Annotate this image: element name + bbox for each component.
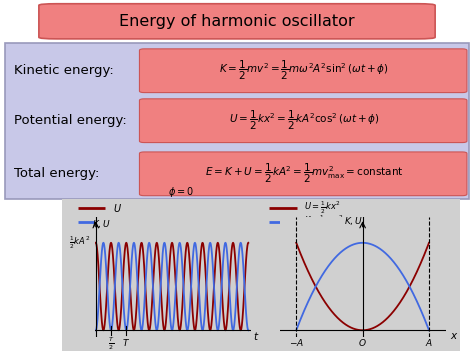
Text: $A$: $A$ — [425, 337, 433, 348]
Text: $\frac{1}{2}kA^2$: $\frac{1}{2}kA^2$ — [69, 235, 91, 251]
Text: Energy of harmonic oscillator: Energy of harmonic oscillator — [119, 14, 355, 29]
Text: $U=\frac{1}{2}kx^2$: $U=\frac{1}{2}kx^2$ — [304, 200, 341, 216]
Text: $K = \dfrac{1}{2}mv^2 = \dfrac{1}{2}m\omega^2 A^2 \sin^2(\omega t + \phi)$: $K = \dfrac{1}{2}mv^2 = \dfrac{1}{2}m\om… — [219, 59, 389, 82]
Text: $K$: $K$ — [113, 216, 122, 228]
Text: $\frac{T}{2}$: $\frac{T}{2}$ — [108, 335, 114, 352]
Text: $K, U$: $K, U$ — [344, 214, 363, 226]
Text: $K, U$: $K, U$ — [92, 218, 111, 230]
Text: $-A$: $-A$ — [289, 337, 304, 348]
Text: $E = K + U = \dfrac{1}{2}kA^2 = \dfrac{1}{2}mv_{\mathrm{max}}^2 = \mathrm{consta: $E = K + U = \dfrac{1}{2}kA^2 = \dfrac{1… — [205, 162, 404, 185]
Text: $x$: $x$ — [450, 331, 459, 342]
Text: $K=\frac{1}{2}mv^2$: $K=\frac{1}{2}mv^2$ — [304, 213, 344, 230]
Text: $\phi = 0$: $\phi = 0$ — [168, 185, 194, 200]
FancyBboxPatch shape — [5, 43, 469, 199]
FancyBboxPatch shape — [139, 99, 467, 143]
FancyBboxPatch shape — [39, 4, 435, 39]
Text: $O$: $O$ — [358, 337, 367, 348]
Text: $T$: $T$ — [122, 337, 130, 348]
FancyBboxPatch shape — [139, 152, 467, 196]
Text: Kinetic energy:: Kinetic energy: — [14, 64, 114, 77]
Text: $U = \dfrac{1}{2}kx^2 = \dfrac{1}{2}kA^2 \cos^2(\omega t + \phi)$: $U = \dfrac{1}{2}kx^2 = \dfrac{1}{2}kA^2… — [229, 109, 380, 132]
Text: $U$: $U$ — [113, 202, 122, 214]
Text: $t$: $t$ — [253, 331, 260, 342]
FancyBboxPatch shape — [139, 49, 467, 93]
Text: Total energy:: Total energy: — [14, 167, 100, 180]
Text: Potential energy:: Potential energy: — [14, 114, 127, 127]
